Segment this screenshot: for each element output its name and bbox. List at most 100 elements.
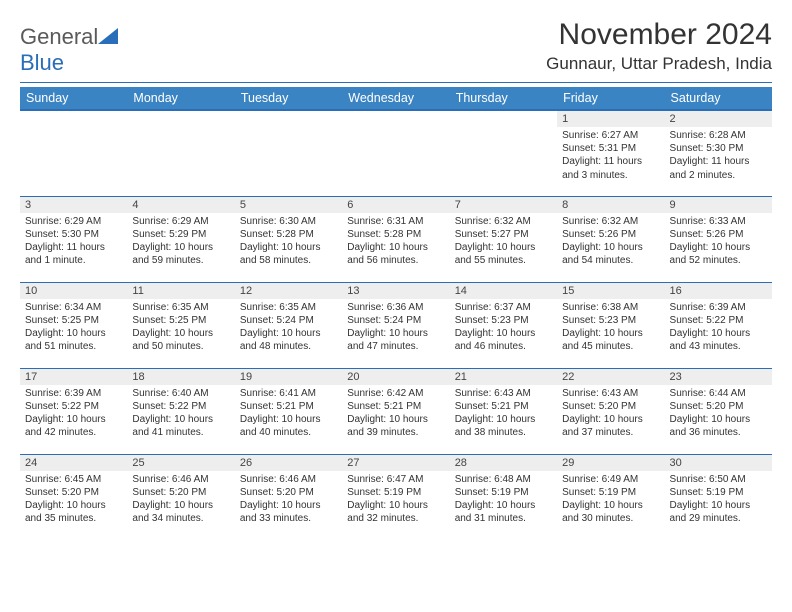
calendar-cell: 2Sunrise: 6:28 AMSunset: 5:30 PMDaylight… bbox=[665, 110, 772, 196]
calendar-week-row: 17Sunrise: 6:39 AMSunset: 5:22 PMDayligh… bbox=[20, 368, 772, 454]
day-details: Sunrise: 6:43 AMSunset: 5:21 PMDaylight:… bbox=[450, 385, 557, 444]
day-details: Sunrise: 6:32 AMSunset: 5:27 PMDaylight:… bbox=[450, 213, 557, 272]
sunrise-text: Sunrise: 6:49 AM bbox=[562, 473, 659, 486]
calendar-cell: 9Sunrise: 6:33 AMSunset: 5:26 PMDaylight… bbox=[665, 196, 772, 282]
sunset-text: Sunset: 5:23 PM bbox=[455, 314, 552, 327]
day-details: Sunrise: 6:45 AMSunset: 5:20 PMDaylight:… bbox=[20, 471, 127, 530]
sunset-text: Sunset: 5:24 PM bbox=[347, 314, 444, 327]
sunset-text: Sunset: 5:27 PM bbox=[455, 228, 552, 241]
title-block: November 2024 Gunnaur, Uttar Pradesh, In… bbox=[546, 18, 772, 74]
calendar-cell: 21Sunrise: 6:43 AMSunset: 5:21 PMDayligh… bbox=[450, 368, 557, 454]
day-details: Sunrise: 6:34 AMSunset: 5:25 PMDaylight:… bbox=[20, 299, 127, 358]
calendar-cell: 17Sunrise: 6:39 AMSunset: 5:22 PMDayligh… bbox=[20, 368, 127, 454]
sunset-text: Sunset: 5:21 PM bbox=[347, 400, 444, 413]
day-number: 24 bbox=[20, 455, 127, 471]
day-details: Sunrise: 6:41 AMSunset: 5:21 PMDaylight:… bbox=[235, 385, 342, 444]
header-divider bbox=[20, 82, 772, 83]
weekday-header: Monday bbox=[127, 87, 234, 110]
sunset-text: Sunset: 5:31 PM bbox=[562, 142, 659, 155]
sunset-text: Sunset: 5:30 PM bbox=[25, 228, 122, 241]
calendar-cell: 25Sunrise: 6:46 AMSunset: 5:20 PMDayligh… bbox=[127, 454, 234, 540]
sunrise-text: Sunrise: 6:42 AM bbox=[347, 387, 444, 400]
daylight-text: Daylight: 10 hours and 50 minutes. bbox=[132, 327, 229, 353]
sunrise-text: Sunrise: 6:44 AM bbox=[670, 387, 767, 400]
daylight-text: Daylight: 10 hours and 39 minutes. bbox=[347, 413, 444, 439]
daylight-text: Daylight: 11 hours and 1 minute. bbox=[25, 241, 122, 267]
day-details: Sunrise: 6:43 AMSunset: 5:20 PMDaylight:… bbox=[557, 385, 664, 444]
day-number: 22 bbox=[557, 369, 664, 385]
sunrise-text: Sunrise: 6:35 AM bbox=[132, 301, 229, 314]
day-number: 23 bbox=[665, 369, 772, 385]
calendar-cell: 5Sunrise: 6:30 AMSunset: 5:28 PMDaylight… bbox=[235, 196, 342, 282]
calendar-cell: 6Sunrise: 6:31 AMSunset: 5:28 PMDaylight… bbox=[342, 196, 449, 282]
daylight-text: Daylight: 10 hours and 48 minutes. bbox=[240, 327, 337, 353]
day-number: 21 bbox=[450, 369, 557, 385]
calendar-cell bbox=[235, 110, 342, 196]
day-number: 29 bbox=[557, 455, 664, 471]
daylight-text: Daylight: 10 hours and 59 minutes. bbox=[132, 241, 229, 267]
day-number: 11 bbox=[127, 283, 234, 299]
calendar-cell bbox=[450, 110, 557, 196]
sunset-text: Sunset: 5:19 PM bbox=[670, 486, 767, 499]
calendar-week-row: 1Sunrise: 6:27 AMSunset: 5:31 PMDaylight… bbox=[20, 110, 772, 196]
sunset-text: Sunset: 5:20 PM bbox=[132, 486, 229, 499]
logo: GeneralBlue bbox=[20, 18, 118, 76]
weekday-header: Friday bbox=[557, 87, 664, 110]
sunset-text: Sunset: 5:21 PM bbox=[240, 400, 337, 413]
daylight-text: Daylight: 10 hours and 56 minutes. bbox=[347, 241, 444, 267]
day-details: Sunrise: 6:35 AMSunset: 5:24 PMDaylight:… bbox=[235, 299, 342, 358]
day-details: Sunrise: 6:31 AMSunset: 5:28 PMDaylight:… bbox=[342, 213, 449, 272]
daylight-text: Daylight: 10 hours and 34 minutes. bbox=[132, 499, 229, 525]
sunrise-text: Sunrise: 6:48 AM bbox=[455, 473, 552, 486]
sunrise-text: Sunrise: 6:33 AM bbox=[670, 215, 767, 228]
calendar-cell: 23Sunrise: 6:44 AMSunset: 5:20 PMDayligh… bbox=[665, 368, 772, 454]
day-details: Sunrise: 6:32 AMSunset: 5:26 PMDaylight:… bbox=[557, 213, 664, 272]
daylight-text: Daylight: 10 hours and 40 minutes. bbox=[240, 413, 337, 439]
sunrise-text: Sunrise: 6:29 AM bbox=[132, 215, 229, 228]
weekday-header: Thursday bbox=[450, 87, 557, 110]
day-number: 6 bbox=[342, 197, 449, 213]
day-details: Sunrise: 6:27 AMSunset: 5:31 PMDaylight:… bbox=[557, 127, 664, 186]
day-number: 1 bbox=[557, 111, 664, 127]
calendar-cell: 10Sunrise: 6:34 AMSunset: 5:25 PMDayligh… bbox=[20, 282, 127, 368]
day-details: Sunrise: 6:47 AMSunset: 5:19 PMDaylight:… bbox=[342, 471, 449, 530]
month-title: November 2024 bbox=[546, 18, 772, 52]
day-number: 27 bbox=[342, 455, 449, 471]
calendar-cell: 22Sunrise: 6:43 AMSunset: 5:20 PMDayligh… bbox=[557, 368, 664, 454]
day-details: Sunrise: 6:30 AMSunset: 5:28 PMDaylight:… bbox=[235, 213, 342, 272]
sunrise-text: Sunrise: 6:27 AM bbox=[562, 129, 659, 142]
weekday-row: Sunday Monday Tuesday Wednesday Thursday… bbox=[20, 87, 772, 110]
calendar-cell bbox=[20, 110, 127, 196]
sunset-text: Sunset: 5:30 PM bbox=[670, 142, 767, 155]
sunrise-text: Sunrise: 6:50 AM bbox=[670, 473, 767, 486]
daylight-text: Daylight: 10 hours and 51 minutes. bbox=[25, 327, 122, 353]
daylight-text: Daylight: 10 hours and 47 minutes. bbox=[347, 327, 444, 353]
calendar-cell bbox=[342, 110, 449, 196]
calendar-cell: 24Sunrise: 6:45 AMSunset: 5:20 PMDayligh… bbox=[20, 454, 127, 540]
calendar-cell: 15Sunrise: 6:38 AMSunset: 5:23 PMDayligh… bbox=[557, 282, 664, 368]
day-number: 4 bbox=[127, 197, 234, 213]
sunset-text: Sunset: 5:25 PM bbox=[132, 314, 229, 327]
calendar-cell: 1Sunrise: 6:27 AMSunset: 5:31 PMDaylight… bbox=[557, 110, 664, 196]
day-number: 15 bbox=[557, 283, 664, 299]
logo-word2: Blue bbox=[20, 50, 64, 75]
sunrise-text: Sunrise: 6:46 AM bbox=[240, 473, 337, 486]
daylight-text: Daylight: 10 hours and 58 minutes. bbox=[240, 241, 337, 267]
sunrise-text: Sunrise: 6:35 AM bbox=[240, 301, 337, 314]
sunrise-text: Sunrise: 6:39 AM bbox=[670, 301, 767, 314]
sunrise-text: Sunrise: 6:31 AM bbox=[347, 215, 444, 228]
sunrise-text: Sunrise: 6:41 AM bbox=[240, 387, 337, 400]
sunrise-text: Sunrise: 6:43 AM bbox=[455, 387, 552, 400]
day-number: 9 bbox=[665, 197, 772, 213]
day-number: 18 bbox=[127, 369, 234, 385]
calendar-cell: 4Sunrise: 6:29 AMSunset: 5:29 PMDaylight… bbox=[127, 196, 234, 282]
sunrise-text: Sunrise: 6:43 AM bbox=[562, 387, 659, 400]
daylight-text: Daylight: 10 hours and 30 minutes. bbox=[562, 499, 659, 525]
sunrise-text: Sunrise: 6:38 AM bbox=[562, 301, 659, 314]
day-number: 13 bbox=[342, 283, 449, 299]
daylight-text: Daylight: 10 hours and 29 minutes. bbox=[670, 499, 767, 525]
sunset-text: Sunset: 5:24 PM bbox=[240, 314, 337, 327]
daylight-text: Daylight: 10 hours and 52 minutes. bbox=[670, 241, 767, 267]
day-details: Sunrise: 6:35 AMSunset: 5:25 PMDaylight:… bbox=[127, 299, 234, 358]
day-details: Sunrise: 6:49 AMSunset: 5:19 PMDaylight:… bbox=[557, 471, 664, 530]
